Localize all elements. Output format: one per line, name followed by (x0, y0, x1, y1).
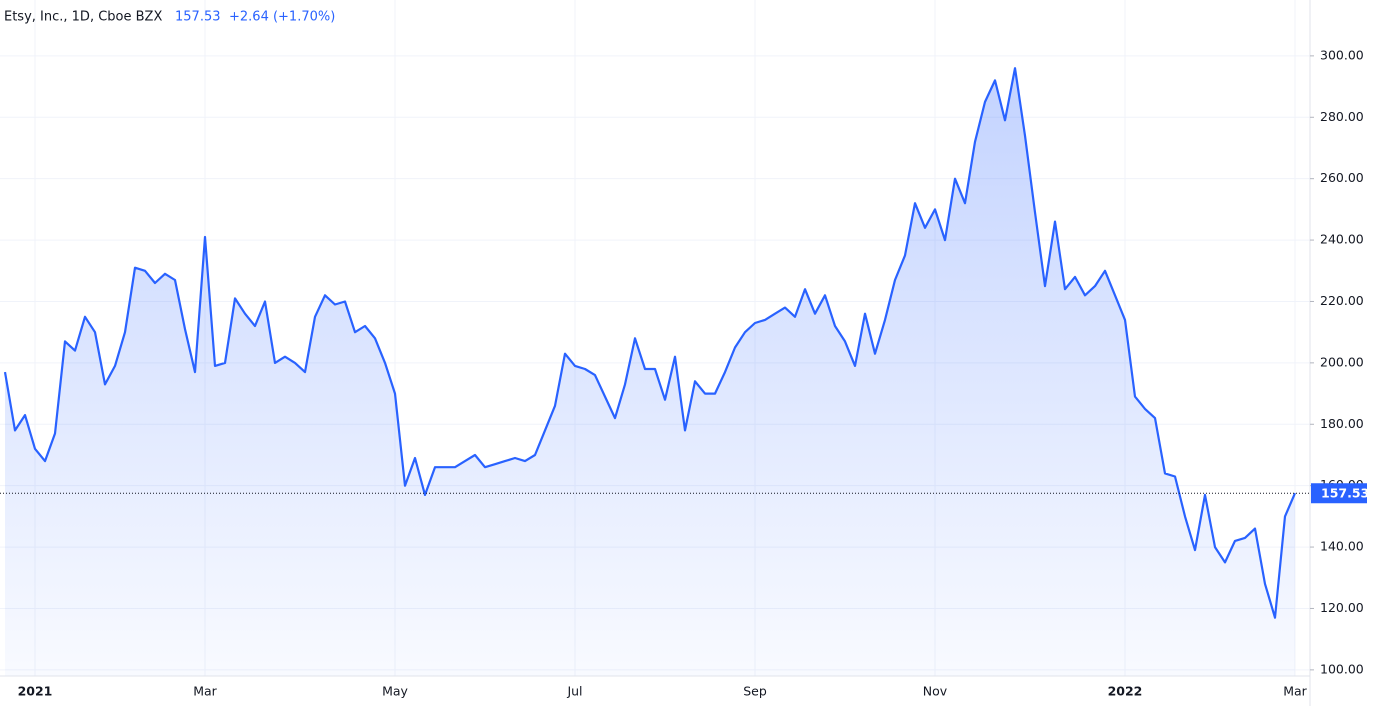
x-tick-label: Jul (566, 684, 582, 699)
symbol-title: Etsy, Inc., 1D, Cboe BZX (4, 10, 162, 25)
y-tick-label: 180.00 (1320, 416, 1364, 431)
x-tick-label: Sep (743, 684, 767, 699)
x-tick-label: Nov (923, 684, 948, 699)
plot (0, 67, 1310, 676)
y-tick-label: 200.00 (1320, 354, 1364, 369)
x-tick-label: Mar (193, 684, 217, 699)
y-tick-label: 280.00 (1320, 109, 1364, 124)
price-change: +2.64 (+1.70%) (229, 10, 335, 25)
area-fill (5, 68, 1295, 676)
last-price-label: 157.53 (1321, 486, 1369, 501)
x-tick-label: Mar (1283, 684, 1307, 699)
x-tick-label: 2021 (18, 684, 53, 699)
y-tick-label: 140.00 (1320, 539, 1364, 554)
y-tick-label: 100.00 (1320, 661, 1364, 676)
last-price: 157.53 (175, 10, 221, 25)
price-line (3, 67, 1297, 619)
axes: 100.00120.00140.00160.00180.00200.00220.… (18, 47, 1370, 698)
x-tick-label: May (382, 684, 408, 699)
y-tick-label: 260.00 (1320, 170, 1364, 185)
x-tick-label: 2022 (1108, 684, 1143, 699)
last-price-badge (1311, 483, 1367, 504)
y-tick-label: 120.00 (1320, 600, 1364, 615)
y-tick-label: 240.00 (1320, 232, 1364, 247)
y-tick-label: 300.00 (1320, 47, 1364, 62)
y-tick-label: 220.00 (1320, 293, 1364, 308)
